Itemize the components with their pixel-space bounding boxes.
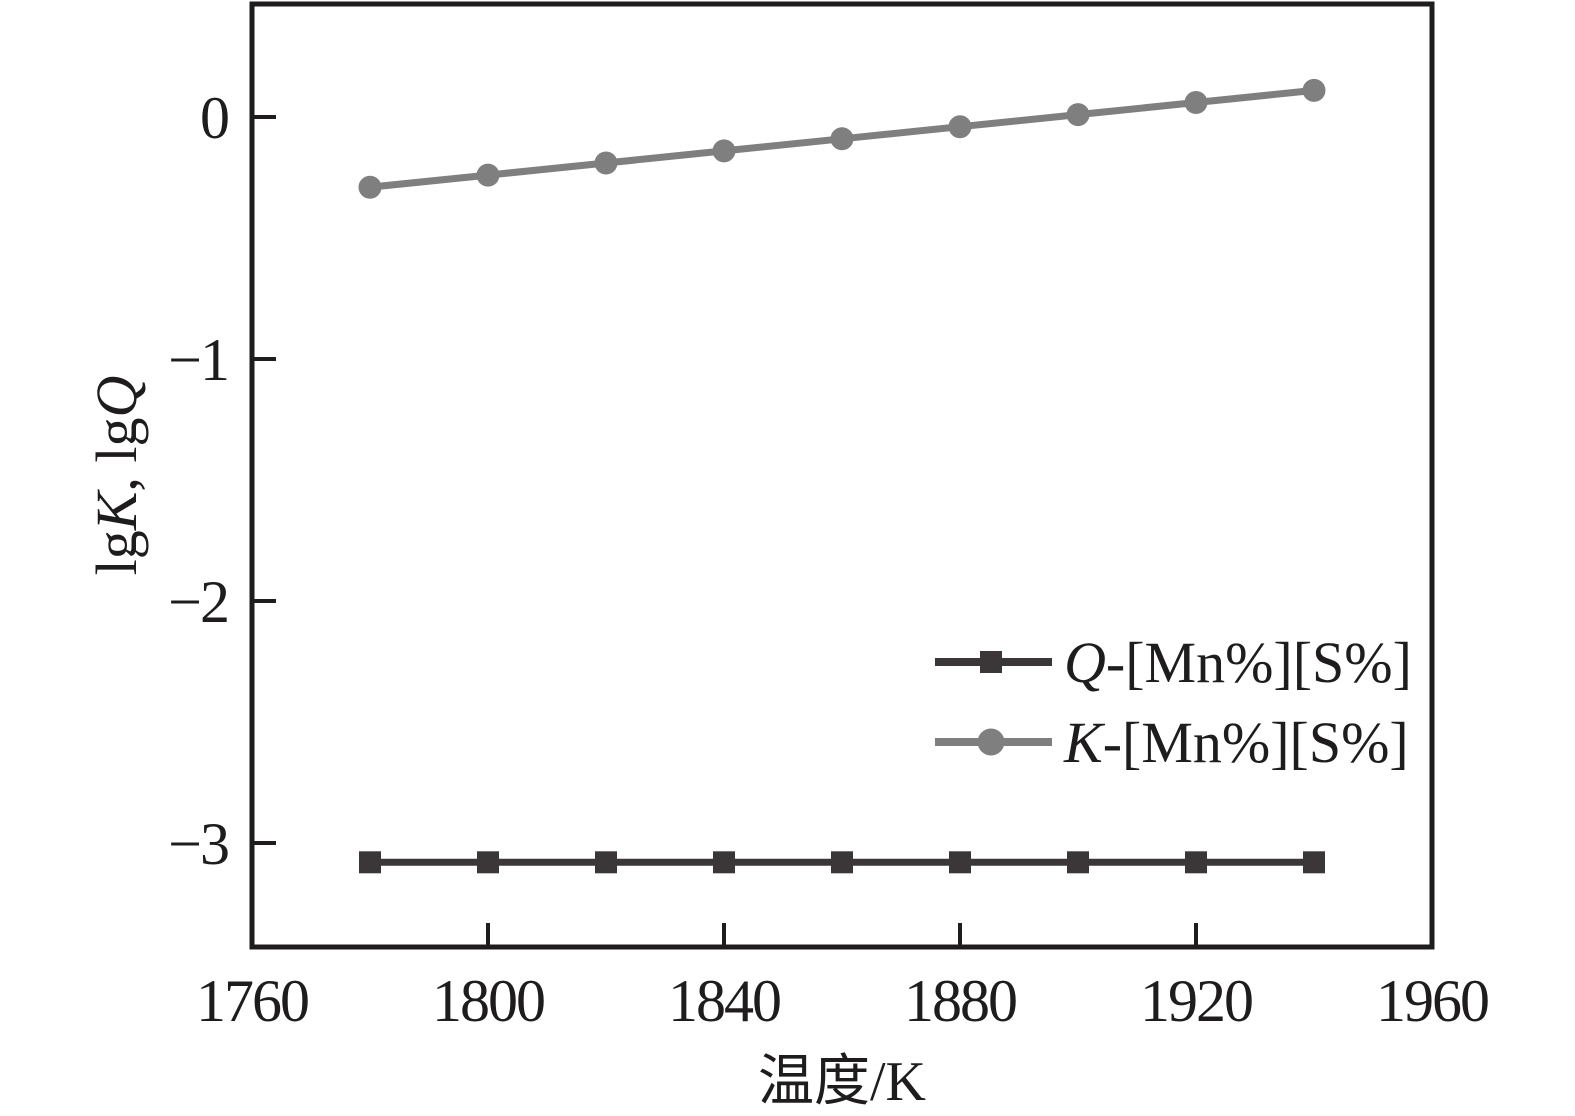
- y-axis-title: lgK, lgQ: [84, 376, 149, 576]
- series-Q-marker-square: [1067, 851, 1089, 874]
- text-segment: , lg: [84, 417, 149, 491]
- legend-marker-circle: [977, 728, 1005, 756]
- text-segment: K: [1063, 710, 1106, 775]
- series-Q-marker-square: [359, 851, 381, 874]
- series-K-marker-circle: [1184, 91, 1208, 114]
- series-K-marker-circle: [1302, 78, 1326, 102]
- series-Q-marker-square: [1303, 851, 1325, 874]
- x-tick-label: 1920: [1140, 968, 1252, 1034]
- text-segment: lg: [84, 530, 149, 575]
- series-K-marker-circle: [948, 115, 972, 139]
- legend-label-K: K-[Mn%][S%]: [1063, 710, 1409, 775]
- series-Q-marker-square: [949, 851, 971, 874]
- series-K-marker-circle: [712, 139, 736, 163]
- legend-label-Q: Q-[Mn%][S%]: [1064, 630, 1412, 695]
- y-tick-label: 0: [200, 85, 228, 151]
- x-tick-label: 1960: [1376, 968, 1488, 1034]
- series-Q-marker-square: [477, 851, 499, 874]
- series-K-marker-circle: [1066, 103, 1090, 127]
- series-Q-marker-square: [1185, 851, 1207, 874]
- x-tick-label: 1840: [668, 968, 780, 1034]
- text-segment: Q: [84, 376, 149, 418]
- text-segment: -[Mn%][S%]: [1103, 710, 1409, 775]
- series-K-marker-circle: [476, 163, 500, 187]
- text-segment: Q: [1064, 630, 1106, 695]
- series-Q-marker-square: [713, 851, 735, 874]
- series-Q-marker-square: [831, 851, 853, 874]
- x-tick-label: 1800: [432, 968, 544, 1034]
- x-axis-title: 温度/K: [758, 1051, 926, 1113]
- legend-marker-square: [980, 651, 1002, 673]
- series-K-marker-circle: [358, 175, 382, 199]
- x-tick-label: 1760: [196, 968, 308, 1034]
- x-tick-label: 1880: [904, 968, 1016, 1034]
- y-tick-label: −2: [168, 569, 228, 635]
- text-segment: K: [84, 488, 149, 531]
- series-K-marker-circle: [594, 151, 618, 175]
- y-tick-label: −1: [168, 327, 228, 393]
- y-tick-label: −3: [168, 811, 228, 877]
- text-segment: -[Mn%][S%]: [1106, 630, 1412, 695]
- series-Q-marker-square: [595, 851, 617, 874]
- plot-frame: [249, 1, 1435, 950]
- series-K-marker-circle: [830, 127, 854, 151]
